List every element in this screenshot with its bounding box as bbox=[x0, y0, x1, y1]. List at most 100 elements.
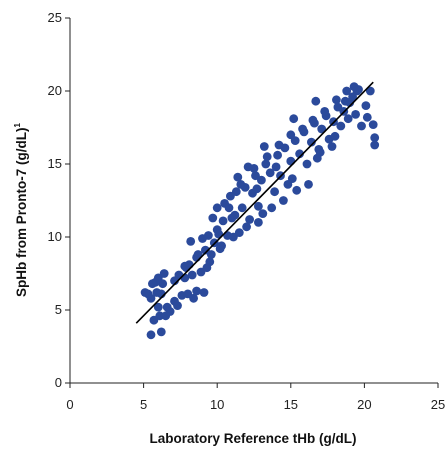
data-point bbox=[254, 218, 263, 227]
data-point bbox=[233, 172, 243, 182]
data-point bbox=[274, 140, 284, 150]
y-tick-label: 15 bbox=[48, 156, 62, 171]
data-point bbox=[245, 215, 255, 224]
data-point bbox=[270, 187, 279, 197]
data-point bbox=[156, 327, 166, 337]
y-axis-title-text: SpHb from Pronto-7 (g/dL) bbox=[14, 127, 29, 296]
data-point bbox=[298, 124, 307, 134]
y-tick-label: 0 bbox=[55, 375, 62, 390]
data-point bbox=[330, 131, 340, 141]
x-tick-label: 25 bbox=[431, 397, 445, 412]
data-point bbox=[327, 142, 337, 151]
data-point bbox=[199, 288, 209, 297]
data-point bbox=[307, 137, 316, 147]
data-point bbox=[165, 307, 175, 316]
data-point bbox=[148, 279, 157, 289]
data-point bbox=[342, 86, 352, 96]
data-point bbox=[192, 286, 202, 296]
x-tick-label: 5 bbox=[140, 397, 147, 412]
data-point bbox=[204, 231, 213, 240]
data-point bbox=[258, 209, 268, 219]
data-point bbox=[149, 315, 159, 325]
data-point bbox=[229, 232, 238, 242]
data-point bbox=[289, 114, 299, 124]
data-point bbox=[217, 241, 227, 251]
y-axis-ticks: 0 5 10 15 20 25 bbox=[48, 10, 70, 390]
data-point bbox=[312, 153, 322, 163]
data-point bbox=[370, 133, 380, 143]
data-point bbox=[237, 203, 247, 213]
x-tick-label: 10 bbox=[210, 397, 224, 412]
data-point bbox=[302, 159, 312, 169]
data-point bbox=[311, 96, 321, 106]
data-point bbox=[286, 156, 296, 166]
data-point bbox=[370, 140, 380, 150]
data-point bbox=[153, 302, 163, 312]
data-point bbox=[193, 250, 203, 259]
data-point bbox=[170, 296, 179, 306]
data-point bbox=[186, 237, 196, 246]
data-point bbox=[146, 293, 156, 303]
data-point bbox=[357, 121, 366, 131]
data-point bbox=[362, 112, 372, 122]
x-tick-label: 20 bbox=[357, 397, 371, 412]
data-point bbox=[189, 293, 199, 303]
data-point bbox=[236, 180, 246, 189]
data-point bbox=[212, 203, 222, 213]
data-point bbox=[242, 222, 252, 232]
x-tick-label: 0 bbox=[66, 397, 73, 412]
data-point bbox=[187, 270, 197, 280]
data-point bbox=[361, 101, 371, 110]
data-point bbox=[202, 263, 212, 273]
x-axis-title: Laboratory Reference tHb (g/dL) bbox=[149, 431, 356, 446]
data-point bbox=[317, 124, 327, 134]
data-point bbox=[254, 201, 263, 211]
data-point bbox=[181, 263, 191, 273]
y-tick-label: 25 bbox=[48, 10, 62, 25]
y-axis-title-superscript: 1 bbox=[13, 122, 22, 127]
data-point bbox=[304, 180, 313, 189]
data-point bbox=[153, 273, 163, 283]
y-tick-label: 10 bbox=[48, 229, 62, 244]
x-tick-label: 15 bbox=[284, 397, 298, 412]
regression-line bbox=[135, 81, 374, 324]
data-point bbox=[261, 159, 271, 169]
data-point bbox=[332, 95, 341, 105]
data-point bbox=[365, 86, 375, 96]
data-point bbox=[308, 115, 318, 125]
data-point bbox=[262, 152, 272, 162]
regression-line-group bbox=[135, 81, 374, 324]
data-point bbox=[257, 175, 266, 185]
data-point bbox=[208, 213, 218, 223]
data-point bbox=[231, 187, 241, 197]
data-point bbox=[259, 142, 269, 151]
data-point bbox=[351, 110, 360, 119]
data-point bbox=[252, 184, 262, 194]
data-point bbox=[352, 86, 362, 96]
data-point bbox=[320, 107, 330, 116]
y-tick-label: 5 bbox=[55, 302, 62, 317]
data-point bbox=[292, 185, 302, 195]
data-point bbox=[286, 130, 296, 140]
data-point bbox=[140, 288, 150, 297]
data-point bbox=[146, 330, 156, 340]
data-point bbox=[267, 203, 277, 213]
data-point bbox=[279, 196, 288, 205]
data-point bbox=[206, 250, 216, 259]
data-point bbox=[218, 216, 228, 226]
y-axis-title: SpHb from Pronto-7 (g/dL)1 bbox=[13, 122, 29, 296]
data-point bbox=[336, 121, 346, 131]
data-point bbox=[295, 149, 304, 159]
data-point bbox=[271, 162, 281, 172]
scatter-points bbox=[140, 82, 380, 340]
data-point bbox=[224, 203, 234, 213]
data-point bbox=[227, 213, 237, 223]
x-axis-ticks: 0 5 10 15 20 25 bbox=[66, 383, 445, 412]
y-tick-label: 20 bbox=[48, 83, 62, 98]
data-point bbox=[249, 164, 259, 173]
data-point bbox=[265, 168, 275, 178]
data-point bbox=[287, 174, 297, 184]
data-point bbox=[273, 150, 282, 160]
data-point bbox=[343, 114, 353, 124]
